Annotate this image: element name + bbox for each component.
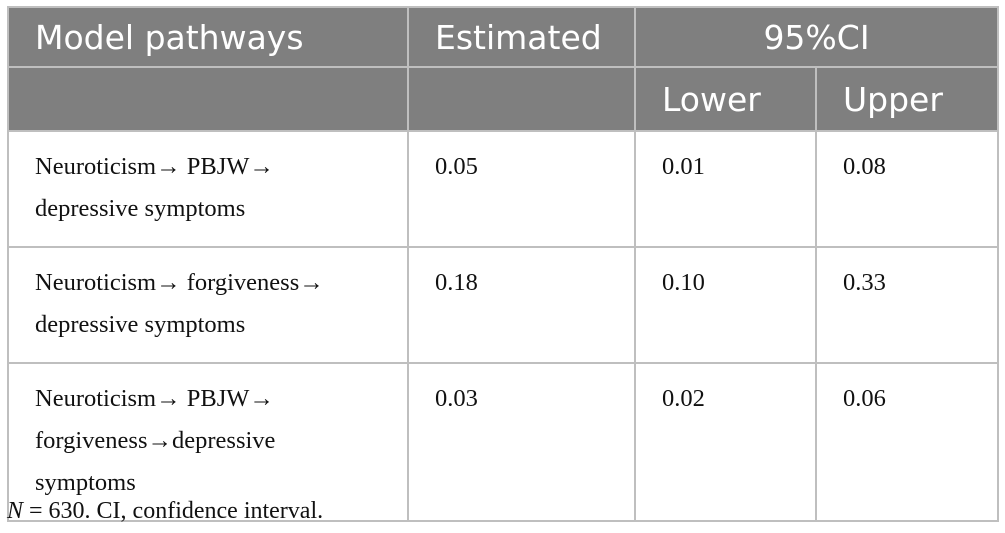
footnote-text: = 630. CI, confidence interval. bbox=[23, 498, 324, 524]
header-empty-cell-2 bbox=[407, 66, 636, 132]
footnote-n-label: N bbox=[7, 498, 24, 524]
table-row: Neuroticism→ forgiveness→ depressive sym… bbox=[7, 246, 999, 364]
pathway-line: depressive symptoms bbox=[35, 311, 246, 338]
cell-pathway: Neuroticism→ forgiveness→ depressive sym… bbox=[7, 246, 409, 364]
pathway-line: symptoms bbox=[35, 469, 136, 496]
header-row-top: Model pathways Estimated 95%CI bbox=[7, 6, 999, 68]
table-body: Neuroticism→ PBJW→ depressive symptoms 0… bbox=[7, 130, 999, 522]
cell-upper: 0.06 bbox=[815, 362, 999, 522]
cell-estimated: 0.05 bbox=[407, 130, 636, 248]
results-table-container: Model pathways Estimated 95%CI Lower Upp… bbox=[7, 6, 999, 522]
pathway-line: depressive symptoms bbox=[35, 195, 246, 222]
header-ci: 95%CI bbox=[634, 6, 999, 68]
cell-estimated: 0.18 bbox=[407, 246, 636, 364]
header-lower: Lower bbox=[634, 66, 817, 132]
cell-estimated: 0.03 bbox=[407, 362, 636, 522]
header-upper: Upper bbox=[815, 66, 999, 132]
cell-lower: 0.10 bbox=[634, 246, 817, 364]
header-row-sub: Lower Upper bbox=[7, 66, 999, 132]
cell-pathway: Neuroticism→ PBJW→ depressive symptoms bbox=[7, 130, 409, 248]
table-footnote: N = 630. CI, confidence interval. bbox=[7, 498, 323, 525]
table-header: Model pathways Estimated 95%CI Lower Upp… bbox=[7, 6, 999, 132]
pathway-line: forgiveness→depressive bbox=[35, 427, 276, 454]
table-row: Neuroticism→ PBJW→ forgiveness→depressiv… bbox=[7, 362, 999, 522]
header-model-pathways: Model pathways bbox=[7, 6, 409, 68]
cell-lower: 0.01 bbox=[634, 130, 817, 248]
header-estimated: Estimated bbox=[407, 6, 636, 68]
cell-lower: 0.02 bbox=[634, 362, 817, 522]
pathway-line: Neuroticism→ PBJW→ bbox=[35, 153, 274, 180]
cell-upper: 0.33 bbox=[815, 246, 999, 364]
table-row: Neuroticism→ PBJW→ depressive symptoms 0… bbox=[7, 130, 999, 248]
cell-upper: 0.08 bbox=[815, 130, 999, 248]
pathway-line: Neuroticism→ PBJW→ bbox=[35, 385, 274, 412]
mediation-results-table: Model pathways Estimated 95%CI Lower Upp… bbox=[7, 6, 999, 522]
header-empty-cell-1 bbox=[7, 66, 409, 132]
pathway-line: Neuroticism→ forgiveness→ bbox=[35, 269, 324, 296]
cell-pathway: Neuroticism→ PBJW→ forgiveness→depressiv… bbox=[7, 362, 409, 522]
